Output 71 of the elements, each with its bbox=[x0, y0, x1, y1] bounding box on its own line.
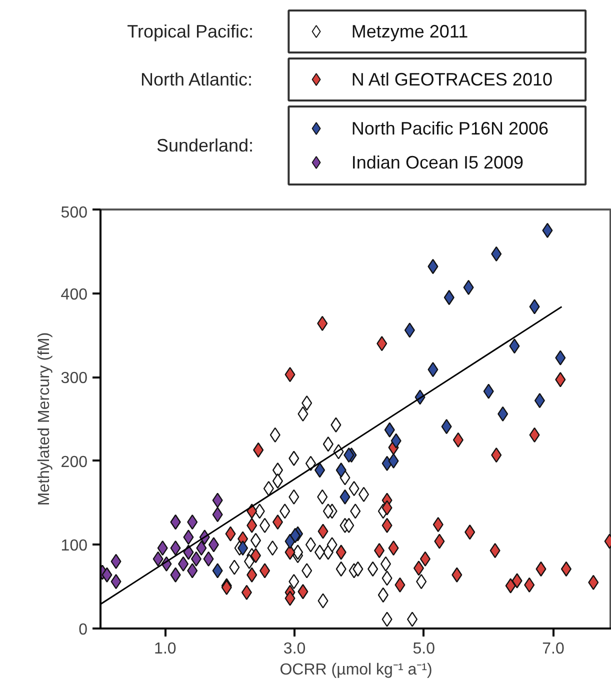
point bbox=[380, 556, 392, 572]
point bbox=[250, 532, 262, 548]
point bbox=[183, 530, 194, 545]
point bbox=[250, 548, 262, 564]
point bbox=[260, 563, 270, 578]
y-axis-title: Methylated Mercury (fM) bbox=[36, 332, 53, 506]
point bbox=[505, 578, 516, 594]
point bbox=[302, 563, 312, 578]
point bbox=[305, 537, 316, 552]
point bbox=[452, 567, 462, 582]
point bbox=[326, 537, 338, 552]
point bbox=[229, 560, 240, 575]
point bbox=[382, 500, 392, 516]
legend-label: North Pacific P16N 2006 bbox=[351, 118, 549, 138]
text: Tropical Pacific: bbox=[127, 22, 254, 42]
y-tick-label: 300 bbox=[60, 370, 88, 388]
y-tick-label: 400 bbox=[60, 286, 88, 304]
point bbox=[330, 417, 342, 432]
point bbox=[284, 590, 296, 606]
text: North Atlantic: bbox=[140, 70, 253, 90]
point bbox=[464, 524, 476, 540]
x-tick-label: 5.0 bbox=[412, 640, 436, 658]
point bbox=[322, 504, 334, 519]
legend-label: N Atl GEOTRACES 2010 bbox=[351, 70, 552, 90]
point bbox=[384, 422, 395, 438]
point bbox=[225, 526, 236, 542]
point bbox=[254, 504, 265, 519]
point bbox=[318, 593, 328, 608]
legend-label: Metzyme 2011 bbox=[351, 22, 468, 42]
point bbox=[292, 544, 304, 560]
point bbox=[336, 462, 346, 478]
point bbox=[388, 453, 399, 468]
x-tick-label: 7.0 bbox=[542, 640, 565, 658]
point bbox=[512, 573, 522, 588]
point bbox=[212, 563, 223, 578]
x-tick-label: 3.0 bbox=[283, 640, 306, 658]
point bbox=[208, 537, 219, 552]
point bbox=[336, 544, 346, 560]
point bbox=[280, 504, 290, 519]
point bbox=[187, 563, 198, 578]
point bbox=[350, 504, 361, 519]
legend-label: Indian Ocean I5 2009 bbox=[351, 152, 524, 172]
point bbox=[483, 384, 494, 399]
text: Sunderland: bbox=[156, 136, 254, 156]
x-tick-label: 1.0 bbox=[154, 640, 176, 658]
point bbox=[413, 560, 424, 576]
point bbox=[555, 350, 566, 366]
x-axis-title: OCRR (µmol kg⁻¹ a⁻¹) bbox=[280, 662, 432, 678]
point bbox=[382, 570, 392, 586]
point bbox=[212, 492, 223, 508]
point bbox=[314, 544, 326, 560]
point bbox=[555, 372, 566, 388]
point bbox=[390, 433, 402, 448]
point bbox=[102, 567, 112, 582]
point bbox=[529, 299, 540, 314]
point bbox=[318, 524, 328, 539]
y-tick-label: 100 bbox=[60, 538, 88, 555]
point bbox=[434, 534, 445, 549]
y-tick-label: 0 bbox=[78, 622, 88, 638]
point bbox=[407, 612, 418, 627]
point bbox=[314, 462, 326, 478]
point bbox=[322, 436, 334, 452]
point bbox=[404, 322, 415, 338]
point bbox=[246, 567, 258, 582]
y-tick-label: 500 bbox=[60, 204, 88, 222]
point bbox=[298, 584, 308, 600]
point bbox=[358, 486, 370, 502]
y-tick-label: 200 bbox=[60, 454, 88, 471]
point bbox=[288, 450, 300, 466]
point bbox=[170, 567, 181, 582]
point bbox=[382, 612, 392, 627]
